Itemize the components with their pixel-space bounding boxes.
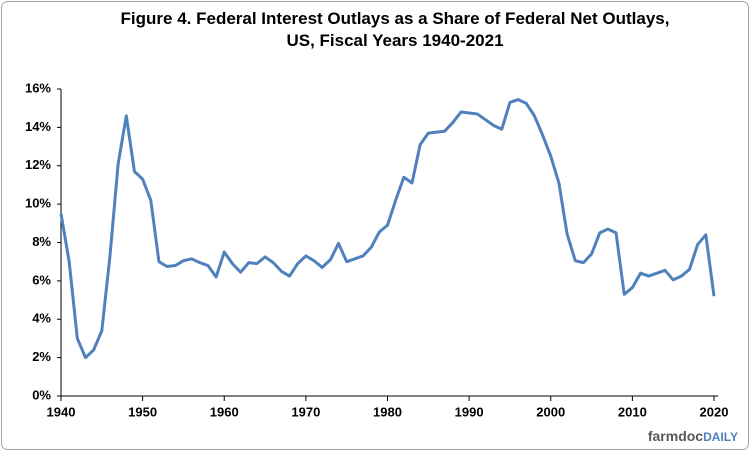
brand-part: DAILY <box>703 430 738 444</box>
y-tick-label: 10% <box>25 196 51 211</box>
x-tick-label: 2010 <box>618 404 647 419</box>
x-tick-label: 1940 <box>47 404 76 419</box>
brand: farmdocDAILY <box>648 428 738 444</box>
chart-title: US, Fiscal Years 1940-2021 <box>286 31 503 50</box>
y-tick-label: 16% <box>25 80 51 95</box>
line <box>59 98 716 360</box>
x-tick-label: 1980 <box>373 404 402 419</box>
x-tick-label: 1960 <box>210 404 239 419</box>
y-tick-label: 12% <box>25 157 51 172</box>
x-tick-label: 1990 <box>455 404 484 419</box>
x-tick-label: 2020 <box>700 404 729 419</box>
y-tick-label: 6% <box>32 272 51 287</box>
y-tick-label: 0% <box>32 387 51 402</box>
y-tick-label: 8% <box>32 234 51 249</box>
x-tick-label: 2000 <box>536 404 565 419</box>
y-tick-label: 14% <box>25 119 51 134</box>
brand-part: farmdoc <box>648 428 703 444</box>
chart-title: Figure 4. Federal Interest Outlays as a … <box>121 9 670 28</box>
x-tick-label: 1950 <box>128 404 157 419</box>
y-tick-label: 2% <box>32 349 51 364</box>
x-tick-label: 1970 <box>291 404 320 419</box>
y-tick-label: 4% <box>32 311 51 326</box>
